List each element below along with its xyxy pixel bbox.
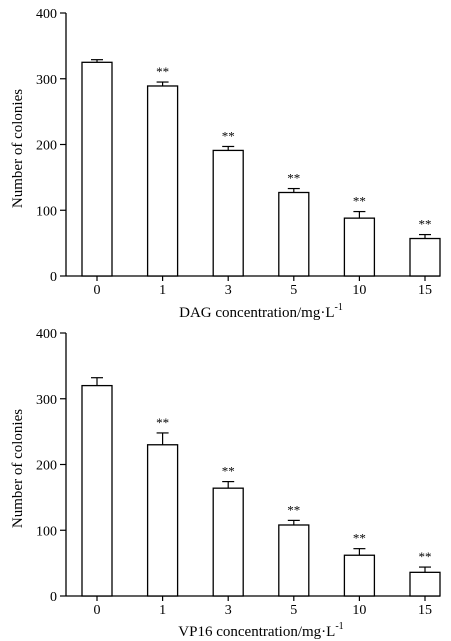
bar: [409, 571, 441, 597]
bar: [212, 149, 244, 277]
y-tick-label: 200: [36, 139, 57, 154]
x-tick-label: 5: [290, 603, 297, 618]
y-tick-label: 200: [36, 459, 57, 474]
x-tick-label: 15: [418, 603, 432, 618]
bar: [278, 191, 310, 277]
y-tick-label: 300: [36, 393, 57, 408]
bar: [409, 237, 441, 277]
x-axis-title-superscript: -1: [335, 621, 343, 632]
y-tick-label: 100: [36, 524, 57, 539]
significance-label: **: [419, 217, 432, 232]
significance-label: **: [353, 194, 366, 209]
bar: [278, 524, 310, 597]
significance-label: **: [419, 549, 432, 564]
x-tick-label: 3: [225, 603, 232, 618]
x-tick-label: 10: [352, 603, 366, 618]
significance-label: **: [222, 128, 235, 143]
bar: [343, 554, 376, 597]
y-axis-title: Number of colonies: [10, 89, 26, 208]
y-tick-label: 100: [36, 204, 57, 219]
y-tick-label: 0: [50, 270, 57, 285]
significance-label: **: [353, 531, 366, 546]
bar: [81, 384, 113, 597]
y-tick-label: 400: [36, 327, 57, 342]
bar: [81, 61, 113, 277]
x-tick-label: 5: [290, 283, 297, 298]
y-axis-title: Number of colonies: [10, 409, 26, 528]
significance-label: **: [287, 502, 300, 517]
chart-panel-vp16: 0 100 200 300 400 Number of colonies 0 ** 1 ** 3 **…: [10, 327, 441, 640]
bar: [146, 444, 179, 597]
chart-panel-dag: 0 100 200 300 400 Number of colonies 0 ** 1 ** 3 **…: [10, 7, 441, 321]
x-tick-label: 0: [94, 283, 101, 298]
x-axis-title: DAG concentration/mg·L-1: [179, 302, 343, 321]
x-tick-label: 3: [225, 283, 232, 298]
y-tick-label: 300: [36, 73, 57, 88]
x-axis-title-text: DAG concentration/mg·L: [179, 305, 334, 321]
significance-label: **: [156, 415, 169, 430]
bar: [146, 85, 179, 277]
x-tick-label: 1: [159, 603, 166, 618]
x-axis-title-text: VP16 concentration/mg·L: [178, 624, 335, 640]
x-tick-label: 1: [159, 283, 166, 298]
x-tick-label: 10: [352, 283, 366, 298]
x-axis-title-superscript: -1: [335, 302, 343, 313]
significance-label: **: [156, 64, 169, 79]
y-tick-label: 400: [36, 7, 57, 22]
significance-label: **: [287, 171, 300, 186]
significance-label: **: [222, 464, 235, 479]
bar: [343, 217, 376, 277]
x-axis-title: VP16 concentration/mg·L-1: [178, 621, 343, 640]
x-tick-label: 0: [94, 603, 101, 618]
x-tick-label: 15: [418, 283, 432, 298]
y-tick-label: 0: [50, 590, 57, 605]
bar: [212, 487, 244, 597]
